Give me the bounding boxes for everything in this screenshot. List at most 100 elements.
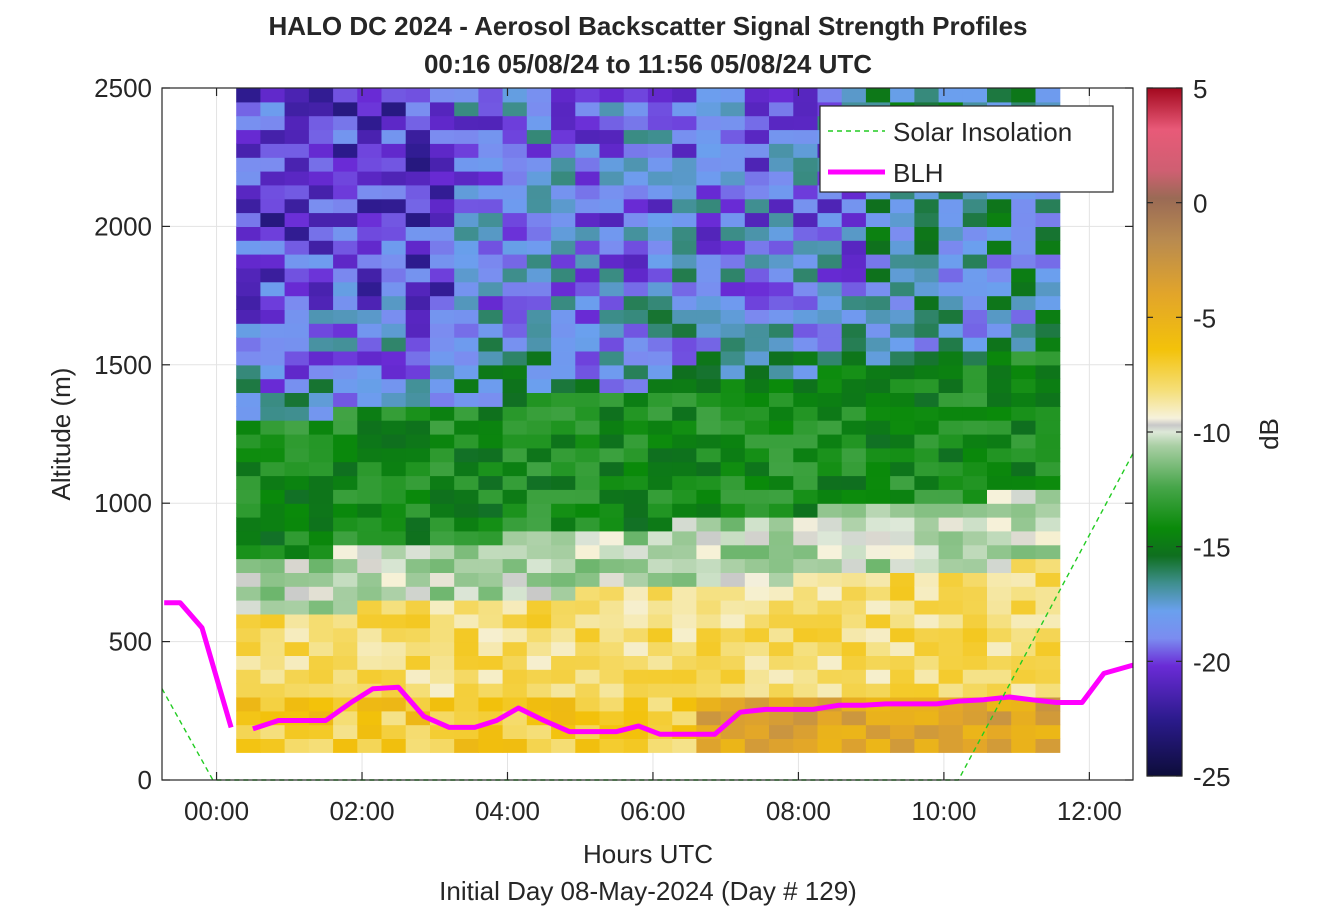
heatmap-cell [817,378,843,393]
heatmap-cell [1011,434,1036,449]
heatmap-cell [647,572,673,587]
heatmap-cell [817,434,843,449]
heatmap-cell [454,198,479,214]
heatmap-cell [817,724,843,739]
heatmap-cell [1035,683,1061,698]
heatmap-cell [962,295,988,310]
heatmap-cell [599,406,625,421]
heatmap-cell [938,212,964,227]
heatmap-cell [623,254,649,269]
heatmap-cell [720,558,746,573]
heatmap-cell [478,669,504,684]
heatmap-cell [236,323,261,338]
heatmap-cell [696,267,722,283]
heatmap-cell [284,254,310,269]
heatmap-cell [575,392,601,407]
heatmap-cell [526,88,552,103]
heatmap-cell [478,281,504,297]
heatmap-cell [890,226,915,241]
heatmap-cell [938,309,964,324]
heatmap-cell [357,613,383,629]
heatmap-cell [478,613,504,629]
heatmap-cell [526,101,552,117]
heatmap-cell [502,517,528,532]
heatmap-cell [260,461,286,477]
heatmap-cell [914,378,940,393]
heatmap-cell [744,710,770,726]
heatmap-cell [672,738,697,753]
heatmap-cell [599,254,625,269]
heatmap-cell [623,517,649,532]
heatmap-cell [696,184,722,200]
heatmap-cell [647,351,673,366]
heatmap-cell [696,475,722,490]
heatmap-cell [308,406,334,421]
heatmap-cell [526,254,552,269]
heatmap-cell [623,406,649,421]
heatmap-cell [284,461,310,477]
heatmap-cell [526,544,552,560]
heatmap-cell [672,226,697,241]
heatmap-cell [405,240,431,255]
heatmap-cell [454,461,479,477]
heatmap-cell [817,461,843,477]
heatmap-cell [502,489,528,504]
heatmap-cell [478,143,504,158]
heatmap-cell [769,323,794,338]
heatmap-cell [672,309,697,324]
heatmap-cell [454,503,479,518]
heatmap-cell [962,461,988,477]
heatmap-cell [865,337,891,352]
heatmap-cell [962,364,988,380]
heatmap-cell [647,655,673,670]
heatmap-cell [308,544,334,560]
heatmap-cell [914,309,940,324]
heatmap-cell [962,198,988,214]
heatmap-cell [793,171,819,186]
heatmap-cell [890,378,915,393]
heatmap-cell [914,489,940,504]
heatmap-cell [962,710,988,726]
heatmap-cell [454,558,479,573]
heatmap-cell [623,198,649,214]
heatmap-cell [478,295,504,310]
heatmap-cell [793,420,819,435]
heatmap-cell [405,489,431,504]
heatmap-cell [357,530,383,546]
heatmap-cell [333,600,358,615]
heatmap-cell [260,627,286,643]
heatmap-cell [623,364,649,380]
heatmap-cell [672,392,697,407]
heatmap-cell [308,378,334,393]
heatmap-cell [381,503,407,518]
heatmap-cell [696,558,722,573]
heatmap-cell [454,489,479,504]
heatmap-cell [890,461,915,477]
heatmap-cell [623,627,649,643]
heatmap-cell [793,655,819,670]
heatmap-cell [478,434,504,449]
heatmap-cell [696,641,722,656]
heatmap-cell [696,115,722,131]
heatmap-cell [793,337,819,352]
heatmap-cell [575,101,601,117]
heatmap-cell [841,267,867,283]
heatmap-cell [696,351,722,366]
heatmap-cell [526,184,552,200]
heatmap-cell [1011,738,1036,753]
heatmap-cell [817,254,843,269]
heatmap-cell [987,586,1012,601]
heatmap-cell [260,738,286,753]
heatmap-cell [1035,295,1061,310]
heatmap-cell [357,586,383,601]
heatmap-cell [1011,212,1036,227]
heatmap-cell [308,198,334,214]
heatmap-cell [1011,489,1036,504]
heatmap-cell [599,613,625,629]
heatmap-cell [599,364,625,380]
heatmap-cell [236,530,261,546]
heatmap-cell [454,378,479,393]
heatmap-cell [599,572,625,587]
heatmap-cell [357,184,383,200]
heatmap-cell [454,88,479,103]
